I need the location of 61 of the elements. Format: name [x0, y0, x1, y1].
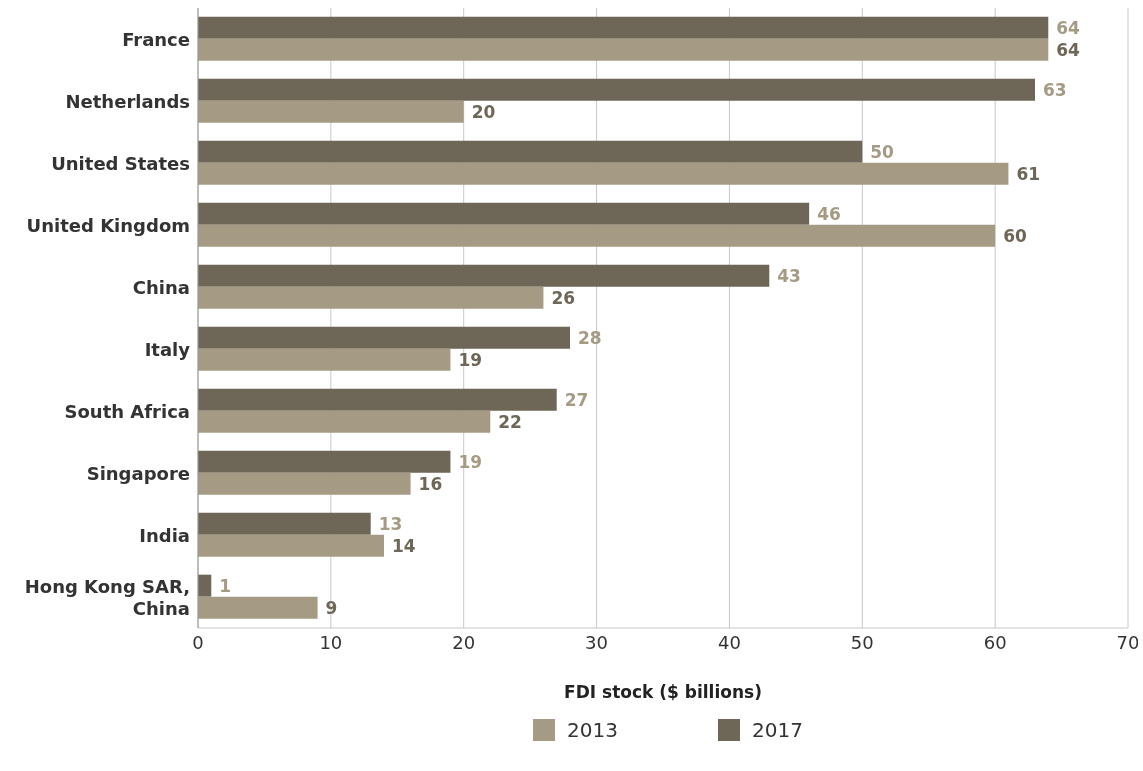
bar: [198, 100, 464, 123]
bar: [198, 162, 1009, 185]
data-label: 19: [458, 349, 483, 370]
y-tick-label: South Africa: [64, 400, 190, 422]
bar: [198, 78, 1035, 101]
legend-label: 2013: [567, 718, 618, 742]
data-label: 14: [392, 535, 416, 556]
y-tick-label: India: [139, 524, 190, 546]
bar: [198, 512, 371, 535]
bar: [198, 326, 570, 349]
y-tick-label: Singapore: [86, 462, 190, 484]
x-tick-label: 30: [585, 631, 609, 653]
x-tick-label: 10: [319, 631, 343, 653]
data-label: 20: [471, 101, 496, 122]
y-tick-label: United Kingdom: [26, 214, 190, 236]
data-label: 19: [458, 451, 483, 472]
x-tick-label: 60: [983, 631, 1007, 653]
bar: [198, 574, 212, 597]
x-tick-label: 0: [192, 631, 204, 653]
bar: [198, 388, 557, 411]
bar: [198, 202, 810, 225]
bar: [198, 410, 491, 433]
y-tick-label: Hong Kong SAR, China: [24, 575, 190, 619]
bar: [198, 596, 318, 619]
legend-label: 2017: [752, 718, 803, 742]
data-label: 27: [564, 389, 589, 410]
x-tick-label: 40: [717, 631, 741, 653]
bar: [198, 472, 411, 495]
bar: [198, 534, 384, 557]
x-tick-label: 50: [850, 631, 874, 653]
bar: [198, 38, 1049, 61]
x-tick-label: 70: [1116, 631, 1140, 653]
data-label: 43: [777, 265, 801, 286]
data-label: 28: [578, 327, 602, 348]
data-label: 1: [219, 575, 232, 596]
bar: [198, 264, 770, 287]
bar: [198, 286, 544, 309]
bar: [198, 140, 863, 163]
data-label: 9: [325, 597, 338, 618]
bar: [198, 348, 451, 371]
data-label: 26: [551, 287, 576, 308]
data-label: 64: [1056, 17, 1081, 38]
x-axis-title: FDI stock ($ billions): [564, 682, 762, 702]
x-tick-label: 20: [452, 631, 476, 653]
data-label: 13: [378, 513, 403, 534]
bar: [198, 224, 996, 247]
data-label: 63: [1043, 79, 1067, 100]
y-tick-label: France: [122, 28, 190, 50]
data-label: 61: [1016, 163, 1041, 184]
y-tick-label: United States: [51, 152, 190, 174]
data-label: 22: [498, 411, 522, 432]
data-label: 46: [817, 203, 841, 224]
data-label: 16: [418, 473, 443, 494]
data-label: 60: [1003, 225, 1027, 246]
data-label: 64: [1056, 39, 1081, 60]
y-tick-label: Italy: [144, 338, 191, 360]
y-tick-label: China: [132, 276, 190, 298]
bar: [198, 450, 451, 473]
data-label: 50: [870, 141, 895, 162]
bar: [198, 16, 1049, 39]
y-tick-label: Netherlands: [65, 90, 190, 112]
